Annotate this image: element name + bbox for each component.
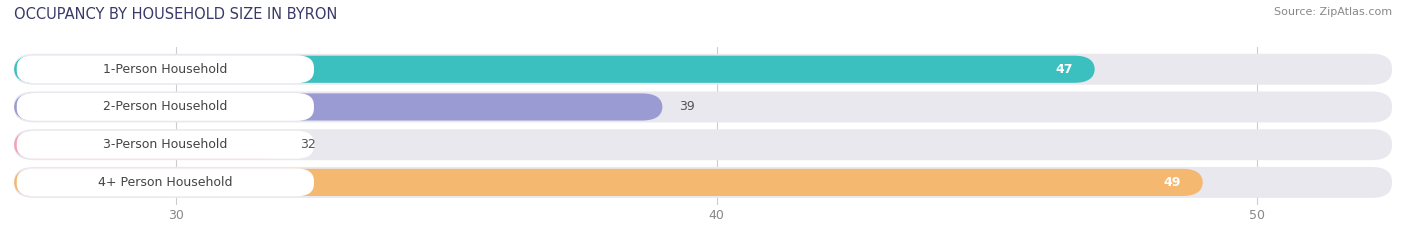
Text: OCCUPANCY BY HOUSEHOLD SIZE IN BYRON: OCCUPANCY BY HOUSEHOLD SIZE IN BYRON: [14, 7, 337, 22]
FancyBboxPatch shape: [17, 93, 314, 121]
Text: 2-Person Household: 2-Person Household: [103, 100, 228, 113]
Text: 4+ Person Household: 4+ Person Household: [98, 176, 232, 189]
Text: 32: 32: [301, 138, 316, 151]
FancyBboxPatch shape: [14, 93, 662, 120]
FancyBboxPatch shape: [17, 55, 314, 83]
Text: 39: 39: [679, 100, 695, 113]
Text: 47: 47: [1056, 63, 1073, 76]
FancyBboxPatch shape: [14, 167, 1392, 198]
Text: 3-Person Household: 3-Person Household: [103, 138, 228, 151]
Text: 1-Person Household: 1-Person Household: [103, 63, 228, 76]
FancyBboxPatch shape: [14, 92, 1392, 122]
Text: Source: ZipAtlas.com: Source: ZipAtlas.com: [1274, 7, 1392, 17]
FancyBboxPatch shape: [14, 56, 1095, 83]
FancyBboxPatch shape: [17, 168, 314, 196]
FancyBboxPatch shape: [14, 131, 284, 158]
Text: 49: 49: [1164, 176, 1181, 189]
FancyBboxPatch shape: [14, 169, 1202, 196]
FancyBboxPatch shape: [14, 129, 1392, 160]
FancyBboxPatch shape: [14, 54, 1392, 85]
FancyBboxPatch shape: [17, 131, 314, 159]
